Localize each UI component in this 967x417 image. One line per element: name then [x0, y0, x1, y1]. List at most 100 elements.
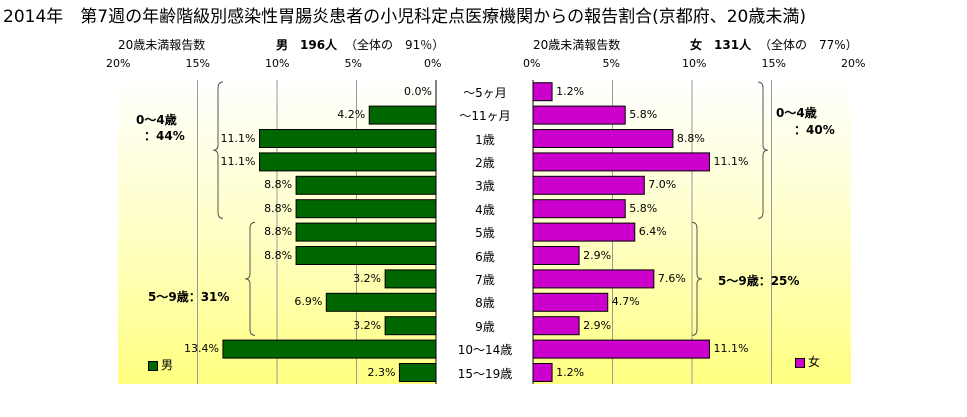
- female-value-label: 4.7%: [611, 295, 640, 309]
- male-bar: [384, 316, 437, 336]
- male-value-label: 13.4%: [183, 342, 219, 356]
- female-bar: [532, 199, 626, 219]
- male-count-label: 20歳未満報告数: [118, 38, 206, 52]
- female-group-label-5-9: 5～9歳：25%: [718, 274, 800, 288]
- age-category-label: 6歳: [475, 249, 495, 264]
- age-category-label: 8歳: [475, 296, 495, 311]
- male-group-label-5-9: 5～9歳：31%: [148, 290, 230, 304]
- age-category-label: ～11ヶ月: [459, 109, 511, 124]
- male-bar: [368, 105, 437, 125]
- male-value-label: 0.0%: [404, 84, 432, 98]
- female-group-share-0-4: ：40%: [794, 123, 835, 137]
- female-count-label: 20歳未満報告数: [533, 38, 621, 52]
- female-bar: [532, 152, 710, 172]
- female-bar: [532, 316, 580, 336]
- female-tick-label: 15%: [761, 57, 786, 70]
- male-tick-label: 0%: [424, 57, 442, 70]
- female-tick-label: 0%: [523, 57, 541, 70]
- female-value-label: 1.2%: [556, 365, 585, 379]
- age-category-label: 4歳: [475, 202, 495, 217]
- age-category-label: ～5ヶ月: [463, 85, 507, 100]
- female-value-label: 11.1%: [713, 154, 749, 168]
- male-tick-label: 5%: [344, 57, 362, 70]
- male-bracket-5-9: [244, 221, 256, 336]
- female-value-label: 2.9%: [583, 318, 612, 332]
- male-value-label: 8.8%: [264, 225, 293, 239]
- female-bar: [532, 175, 645, 195]
- female-bar: [532, 105, 626, 125]
- female-share: （全体の 77%）: [759, 38, 858, 52]
- female-tick-label: 5%: [602, 57, 620, 70]
- female-bar: [532, 82, 553, 102]
- female-tick-label: 10%: [682, 57, 707, 70]
- female-legend-label: 女: [808, 355, 821, 369]
- male-bar: [295, 175, 437, 195]
- male-value-label: 6.9%: [294, 295, 323, 309]
- female-value-label: 5.8%: [629, 108, 658, 122]
- male-legend-swatch: [148, 360, 158, 371]
- male-value-label: 8.8%: [264, 201, 293, 215]
- male-tick-label: 10%: [265, 57, 290, 70]
- female-bracket-0-4: [757, 81, 769, 219]
- male-sex-label: 男: [276, 38, 289, 52]
- female-value-label: 7.0%: [648, 178, 677, 192]
- female-group-label-0-4: 0～4歳: [776, 106, 817, 120]
- male-value-label: 11.1%: [220, 154, 256, 168]
- female-bar: [532, 292, 609, 312]
- male-bar: [222, 339, 437, 359]
- age-category-label: 3歳: [475, 179, 495, 194]
- male-share: （全体の 91％）: [345, 38, 445, 52]
- male-value-label: 8.8%: [264, 248, 293, 262]
- male-bar: [259, 129, 437, 148]
- male-bar: [295, 246, 437, 265]
- male-bar: [295, 222, 437, 242]
- female-value-label: 1.2%: [556, 84, 585, 98]
- female-value-label: 5.8%: [629, 201, 658, 215]
- female-bar: [532, 269, 655, 289]
- male-tick-label: 20%: [106, 57, 131, 70]
- male-bar: [384, 269, 437, 289]
- male-value-label: 3.2%: [353, 271, 382, 285]
- female-tick-label: 20%: [841, 57, 866, 70]
- age-category-label: 15～19歳: [457, 366, 513, 381]
- chart-title: 2014年 第7週の年齢階級別感染性胃腸炎患者の小児科定点医療機関からの報告割合…: [3, 7, 806, 27]
- female-value-label: 8.8%: [676, 131, 705, 145]
- male-value-label: 2.3%: [367, 365, 396, 379]
- age-category-label: 7歳: [475, 272, 495, 287]
- female-value-label: 2.9%: [583, 248, 612, 262]
- female-value-label: 7.6%: [657, 271, 686, 285]
- male-legend: 男: [148, 356, 173, 373]
- male-value-label: 3.2%: [353, 318, 382, 332]
- male-bar: [295, 199, 437, 219]
- female-bracket-5-9: [691, 221, 703, 336]
- female-bar: [532, 339, 710, 359]
- male-value-label: 11.1%: [220, 131, 256, 145]
- female-legend: 女: [795, 353, 820, 370]
- male-bracket-0-4: [212, 81, 224, 219]
- male-bar: [325, 292, 437, 312]
- female-bar: [532, 222, 636, 242]
- female-legend-swatch: [795, 357, 805, 368]
- male-tick-label: 15%: [185, 57, 210, 70]
- female-value-label: 11.1%: [713, 342, 749, 356]
- female-count: 131人: [714, 38, 752, 52]
- age-category-label: 1歳: [475, 132, 495, 147]
- female-bar: [532, 246, 580, 265]
- male-group-share-0-4: ：44%: [144, 129, 185, 143]
- age-category-label: 9歳: [475, 319, 495, 334]
- male-value-label: 8.8%: [264, 178, 293, 192]
- male-bar: [259, 152, 437, 172]
- male-count: 196人: [300, 38, 338, 52]
- female-bar: [532, 129, 674, 148]
- male-bar: [398, 363, 437, 382]
- male-group-label-0-4: 0～4歳: [136, 113, 177, 127]
- female-sex-label: 女: [690, 38, 703, 52]
- male-value-label: 4.2%: [337, 108, 366, 122]
- female-value-label: 6.4%: [638, 225, 667, 239]
- age-category-label: 5歳: [475, 226, 495, 241]
- male-legend-label: 男: [161, 358, 174, 372]
- age-category-label: 2歳: [475, 155, 495, 170]
- age-category-label: 10～14歳: [457, 343, 513, 358]
- female-bar: [532, 363, 553, 382]
